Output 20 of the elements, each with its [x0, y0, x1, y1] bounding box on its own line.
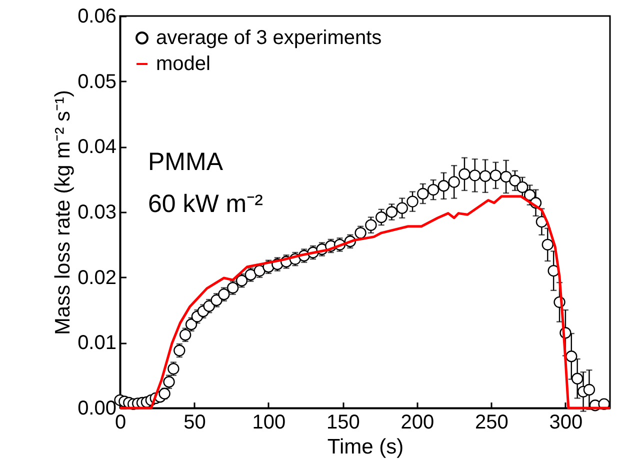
x-tick-label: 150: [326, 412, 360, 434]
annotation: PMMA: [148, 148, 224, 176]
x-tick-label: 0: [114, 412, 126, 434]
x-tick-label: 50: [184, 412, 206, 434]
y-tick-label: 0.02: [78, 266, 116, 289]
x-tick-label: 300: [549, 412, 583, 434]
y-tick-label: 0.00: [78, 398, 116, 420]
y-tick-label: 0.04: [78, 136, 116, 158]
y-tick-label: 0.01: [78, 332, 116, 354]
x-tick-label: 200: [400, 412, 434, 434]
x-tick-label: 100: [252, 412, 286, 434]
legend-label: model: [156, 53, 210, 75]
y-axis-title: Mass loss rate (kg m⁻² s⁻¹): [52, 90, 75, 336]
y-tick-label: 0.06: [78, 6, 116, 28]
y-tick-label: 0.05: [78, 70, 116, 93]
legend-label: average of 3 experiments: [156, 27, 382, 49]
x-axis-title: Time (s): [327, 436, 404, 458]
x-tick-label: 250: [475, 412, 508, 434]
y-tick-label: 0.03: [78, 202, 116, 224]
annotation: 60 kW m⁻²: [148, 190, 263, 218]
